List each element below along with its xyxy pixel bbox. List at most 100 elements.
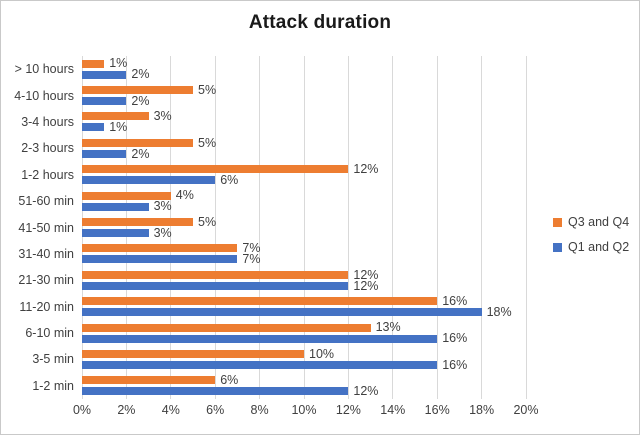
- data-label: 2%: [131, 67, 150, 82]
- bar-q3-and-q4: [82, 112, 149, 121]
- x-tick-label: 10%: [291, 403, 317, 417]
- data-label: 6%: [220, 173, 239, 187]
- category-band: 5% 2%: [82, 82, 526, 108]
- data-label: 1%: [109, 120, 128, 135]
- bar-q3-and-q4: [82, 323, 371, 332]
- legend-swatch-icon: [553, 217, 562, 227]
- category-label: 2-3 hours: [21, 141, 74, 156]
- bar-q1-and-q2: [82, 229, 149, 238]
- data-label: 12%: [353, 278, 379, 293]
- bar-wrap: 4%: [82, 188, 526, 203]
- data-label: 12%: [353, 162, 379, 176]
- data-label: 16%: [442, 357, 468, 372]
- bar-wrap: 16%: [82, 295, 526, 307]
- gridline: [170, 56, 172, 399]
- gridline: [347, 56, 349, 399]
- x-tick-label: 18%: [469, 403, 495, 417]
- data-label: 3%: [153, 109, 172, 124]
- bar-wrap: 6%: [82, 374, 526, 386]
- legend-item: Q3 and Q4: [553, 215, 629, 229]
- bar-wrap: 16%: [82, 331, 526, 346]
- bar-q1-and-q2: [82, 308, 482, 317]
- legend-label: Q3 and Q4: [568, 215, 630, 229]
- category-band: 13% 16%: [82, 320, 526, 346]
- bar-wrap: 5%: [82, 135, 526, 150]
- bar-q3-and-q4: [82, 297, 438, 306]
- bar-q3-and-q4: [82, 376, 216, 385]
- legend-label: Q1 and Q2: [568, 240, 630, 254]
- category-band: 10% 16%: [82, 346, 526, 372]
- x-axis-labels: 0% 2% 4% 6% 8% 10% 12% 14% 16% 18% 20%: [73, 403, 539, 419]
- legend: Q3 and Q4 Q1 and Q2: [553, 215, 629, 254]
- bar-q1-and-q2: [82, 360, 438, 369]
- bar-wrap: 2%: [82, 146, 526, 161]
- x-tick-label: 4%: [161, 403, 180, 417]
- plot-area: 1% 2% 5% 2% 3% 1% 5% 2% 12% 6% 4% 3% 5% 3% 7% 7% 12% 12% 1…: [81, 56, 527, 399]
- x-tick-label: 12%: [335, 403, 361, 417]
- data-label: 12%: [353, 384, 379, 399]
- category-label: 51-60 min: [18, 194, 74, 209]
- bar-wrap: 16%: [82, 357, 526, 372]
- x-tick-label: 20%: [513, 403, 539, 417]
- bar-wrap: 5%: [82, 82, 526, 97]
- data-label: 5%: [198, 135, 217, 150]
- bar-q1-and-q2: [82, 387, 349, 396]
- gridline: [125, 56, 127, 399]
- bar-q3-and-q4: [82, 270, 349, 279]
- bar-wrap: 1%: [82, 56, 526, 71]
- data-label: 3%: [153, 225, 172, 240]
- category-label: > 10 hours: [14, 62, 74, 77]
- category-band: 4% 3%: [82, 188, 526, 214]
- legend-swatch-icon: [553, 242, 562, 252]
- bar-wrap: 3%: [82, 200, 526, 212]
- data-label: 2%: [131, 146, 150, 161]
- bar-wrap: 3%: [82, 109, 526, 124]
- chart-title: Attack duration: [248, 12, 392, 33]
- category-band: 1% 2%: [82, 56, 526, 82]
- bar-wrap: 7%: [82, 253, 526, 265]
- bar-q3-and-q4: [82, 165, 349, 174]
- bar-wrap: 7%: [82, 242, 526, 254]
- category-band: 12% 6%: [82, 162, 526, 188]
- legend-item: Q1 and Q2: [553, 240, 629, 254]
- gridline: [436, 56, 438, 399]
- y-axis-labels: > 10 hours 4-10 hours 3-4 hours 2-3 hours 1-…: [1, 56, 74, 399]
- bar-wrap: 6%: [82, 173, 526, 187]
- data-label: 16%: [442, 331, 468, 346]
- data-label: 1%: [109, 56, 128, 71]
- bar-wrap: 1%: [82, 120, 526, 135]
- bar-wrap: 12%: [82, 267, 526, 282]
- bar-q1-and-q2: [82, 281, 349, 290]
- bar-wrap: 2%: [82, 95, 526, 107]
- category-label: 3-5 min: [32, 352, 74, 367]
- category-band: 7% 7%: [82, 241, 526, 267]
- bar-wrap: 12%: [82, 162, 526, 176]
- bar-q3-and-q4: [82, 244, 238, 253]
- bar-q3-and-q4: [82, 59, 105, 68]
- bar-q3-and-q4: [82, 138, 193, 147]
- x-tick-label: 0%: [72, 403, 92, 417]
- bar-q1-and-q2: [82, 255, 238, 264]
- data-label: 12%: [353, 267, 379, 282]
- category-band: 16% 18%: [82, 294, 526, 320]
- bar-q3-and-q4: [82, 218, 193, 227]
- category-band: 6% 12%: [82, 373, 526, 399]
- bar-q1-and-q2: [82, 176, 216, 185]
- bar-q1-and-q2: [82, 123, 105, 132]
- data-label: 4%: [175, 188, 194, 203]
- bar-wrap: 13%: [82, 321, 526, 333]
- category-label: 4-10 hours: [14, 88, 74, 103]
- category-label: 41-50 min: [18, 220, 74, 235]
- data-label: 5%: [198, 82, 217, 97]
- category-label: 6-10 min: [25, 326, 74, 341]
- bar-q1-and-q2: [82, 149, 127, 158]
- bar-q1-and-q2: [82, 97, 127, 106]
- category-label: 1-2 hours: [21, 167, 74, 182]
- bar-q1-and-q2: [82, 202, 149, 211]
- bar-q3-and-q4: [82, 191, 171, 200]
- x-tick-label: 16%: [424, 403, 450, 417]
- bar-rows: 1% 2% 5% 2% 3% 1% 5% 2% 12% 6% 4% 3% 5% 3% 7% 7% 12% 12% 1…: [82, 56, 526, 399]
- category-band: 5% 2%: [82, 135, 526, 161]
- gridline: [392, 56, 394, 399]
